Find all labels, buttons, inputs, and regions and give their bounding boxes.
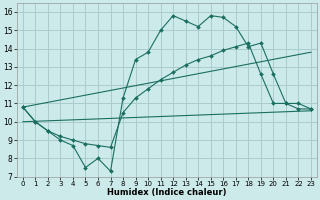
X-axis label: Humidex (Indice chaleur): Humidex (Indice chaleur)	[107, 188, 227, 197]
